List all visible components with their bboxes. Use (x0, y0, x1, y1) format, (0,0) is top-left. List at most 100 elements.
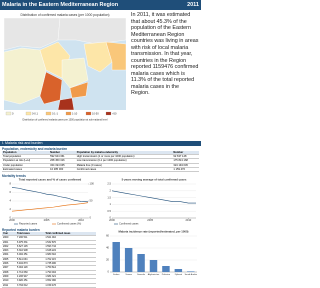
population-block: Population, endemicity and malaria burde… (2, 147, 199, 173)
map-country (105, 41, 127, 71)
cell: 2002 (2, 244, 16, 250)
legend-swatch (25, 111, 32, 116)
header-title: Malaria in the Eastern Mediterranean Reg… (2, 2, 119, 8)
header-cell: Population (2, 151, 50, 156)
mortality-title: Mortality trends (2, 174, 26, 178)
y-tick-label: 40 (106, 246, 109, 250)
x-tick-label: Sudan (113, 274, 120, 276)
cell: 5 402 873 (15, 261, 45, 267)
burden-block: Reported malaria burden Year Total cases T… (2, 228, 96, 288)
cell: 2006 (2, 261, 16, 267)
cell: 1 684 321 (44, 274, 96, 280)
row: 2008 4 712 660 1 790 004 (2, 270, 96, 276)
population-table: Population Number Population by malaria en… (2, 151, 199, 173)
cell: 2007 (2, 265, 16, 271)
table-title: Population, endemicity and malaria burde… (2, 147, 68, 151)
cell: 2003 (2, 248, 16, 254)
cell: Estimated cases (2, 167, 50, 173)
y-tick-label: 2 (110, 188, 112, 192)
map-country (3, 47, 47, 105)
row: Estimated cases 10 285 000 Confirmed cases… (2, 167, 199, 173)
summary: In 2011, it was estimated that about 45.… (131, 12, 199, 96)
cell: High transmission (1 or more per 1000 po… (75, 154, 173, 160)
legend-swatch (5, 111, 12, 116)
cell: 324 194 045 (49, 163, 76, 168)
header-cell: Total cases (15, 232, 45, 237)
y2-tick-label: 0 (90, 216, 92, 220)
cell: 4 206 947 (15, 274, 45, 280)
x-tick-label: 2010 (78, 218, 84, 222)
row: 2001 6 975 331 1 532 870 (2, 240, 96, 245)
cell: 1 159 476 (172, 167, 199, 173)
x-tick-label: Djibouti (175, 273, 183, 276)
map-land (57, 17, 127, 45)
x-tick-label: 2005 (44, 218, 50, 222)
section-title: I. Malaria risk and burden (2, 141, 43, 145)
bar (162, 266, 170, 272)
header-cell: Number (49, 151, 76, 156)
cell: Low transmission (0-1 per 1000 populatio… (75, 158, 173, 164)
cell: 6 310 908 (15, 248, 45, 254)
series-line (11, 202, 89, 212)
y-tick-label: 0 (108, 270, 110, 274)
table-title: Reported malaria burden (2, 228, 40, 232)
header-cell: Number (172, 151, 199, 156)
cell: 1 750 612 (44, 265, 96, 271)
legend-swatch (45, 111, 52, 116)
map-country (57, 97, 75, 111)
header-cell: Population by malaria endemicity (75, 151, 173, 156)
cell: 2008 (2, 270, 16, 276)
map-title: Distribution of confirmed malaria cases … (20, 13, 109, 17)
legend-swatch (65, 111, 72, 116)
row: 2000 7 200 511 1 521 010 (2, 235, 96, 241)
row: Under population 324 194 045 Malaria free … (2, 163, 199, 168)
x-tick-label: 2005 (147, 218, 153, 222)
cell: 1 790 004 (44, 270, 96, 276)
x-tick-label: Pakistan (162, 273, 171, 276)
cell: 1 652 090 (44, 278, 96, 284)
y2-tick-label: 50 (90, 199, 93, 203)
row: Total population 592 644 361 High transmis… (2, 154, 199, 160)
y-tick-label: 8 (10, 182, 12, 186)
cell: 2005 (2, 257, 16, 263)
row: 2004 6 002 451 1 680 310 (2, 252, 96, 258)
cell: 1 593 744 (44, 244, 96, 250)
section-bar: I. Malaria risk and burden (0, 141, 201, 146)
bar (174, 269, 183, 272)
legend-swatch (85, 111, 92, 116)
x-tick-label: 2010 (185, 218, 191, 222)
cell: 92 637 148 (172, 154, 199, 160)
x-tick-label: Somalia (137, 274, 146, 276)
x-tick-label: 2000 (9, 218, 15, 222)
cell: 175 813 168 (172, 158, 199, 164)
row: 2009 4 206 947 1 684 321 (2, 274, 96, 280)
bar (124, 248, 133, 272)
x-tick-label: 2000 (109, 218, 115, 222)
row: 2003 6 310 908 1 648 222 (2, 248, 96, 254)
cell: 1 680 310 (44, 252, 96, 258)
cell: Population at risk (L+H) (2, 158, 50, 164)
map-note: Distribution of confirmed malaria cases … (23, 119, 108, 122)
y-tick-label: 20 (106, 258, 109, 262)
cell: 6 627 145 (15, 244, 45, 250)
header-year: 2011 (187, 2, 199, 8)
y-tick-label: 0.5 (107, 209, 111, 213)
map-country (61, 57, 89, 89)
cell: 1 159 476 (44, 283, 96, 288)
cell: 324 194 045 (172, 163, 199, 168)
row: 2006 5 402 873 1 735 480 (2, 261, 96, 267)
y-tick-label: 1.5 (107, 195, 111, 199)
legend-label: 0-0.1 (32, 111, 38, 115)
legend-label: Confirmed cases (119, 222, 139, 226)
x-tick-label: Afghanistan (148, 273, 160, 276)
header-row: Population Number Population by malaria en… (2, 151, 199, 156)
row: Population at risk (L+H) 268 450 316 Low t… (2, 158, 199, 164)
cell: 2004 (2, 252, 16, 258)
series-line (11, 187, 89, 203)
burden-table: Year Total cases Total confirmed cases 2000… (2, 232, 96, 288)
y2-tick-label: 100 (90, 182, 95, 186)
legend-label: 1-10 (72, 111, 78, 115)
row: 2005 5 611 034 1 702 115 (2, 257, 96, 263)
cell: 2010 (2, 278, 16, 284)
chart-title: Total reported cases and % of cases conf… (19, 178, 82, 182)
